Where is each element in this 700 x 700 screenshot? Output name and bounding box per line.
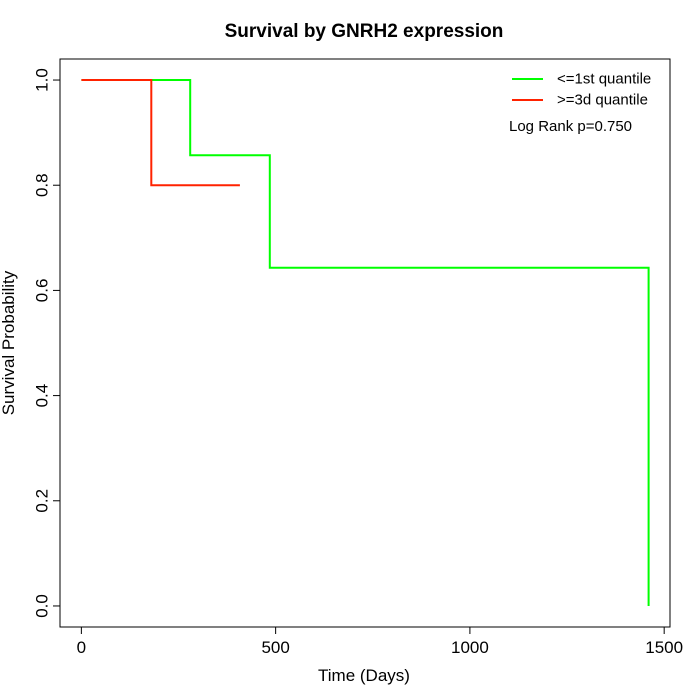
x-axis: 0 500 1000 1500 (77, 626, 683, 657)
x-tick-label: 1000 (451, 638, 489, 657)
y-tick-label: 0.8 (33, 173, 52, 197)
legend-label: >=3d quantile (557, 92, 648, 109)
legend: <=1st quantile >=3d quantile (512, 71, 651, 109)
y-axis: 0.0 0.2 0.4 0.6 0.8 1.0 (33, 68, 61, 618)
series-layer (81, 79, 650, 606)
series-line-2 (81, 79, 240, 187)
x-tick-label: 1500 (645, 638, 683, 657)
series-line-1 (81, 79, 650, 606)
x-axis-label: Time (Days) (318, 666, 410, 685)
y-tick-label: 0.6 (33, 279, 52, 303)
y-tick-label: 0.4 (33, 384, 52, 408)
y-tick-label: 0.0 (33, 594, 52, 618)
log-rank-annotation: Log Rank p=0.750 (509, 118, 632, 135)
x-tick-label: 500 (261, 638, 289, 657)
x-tick-label: 0 (77, 638, 86, 657)
y-tick-label: 1.0 (33, 68, 52, 92)
y-axis-label: Survival Probability (0, 270, 18, 415)
y-tick-label: 0.2 (33, 489, 52, 513)
chart-title: Survival by GNRH2 expression (225, 21, 504, 42)
legend-label: <=1st quantile (557, 71, 651, 88)
